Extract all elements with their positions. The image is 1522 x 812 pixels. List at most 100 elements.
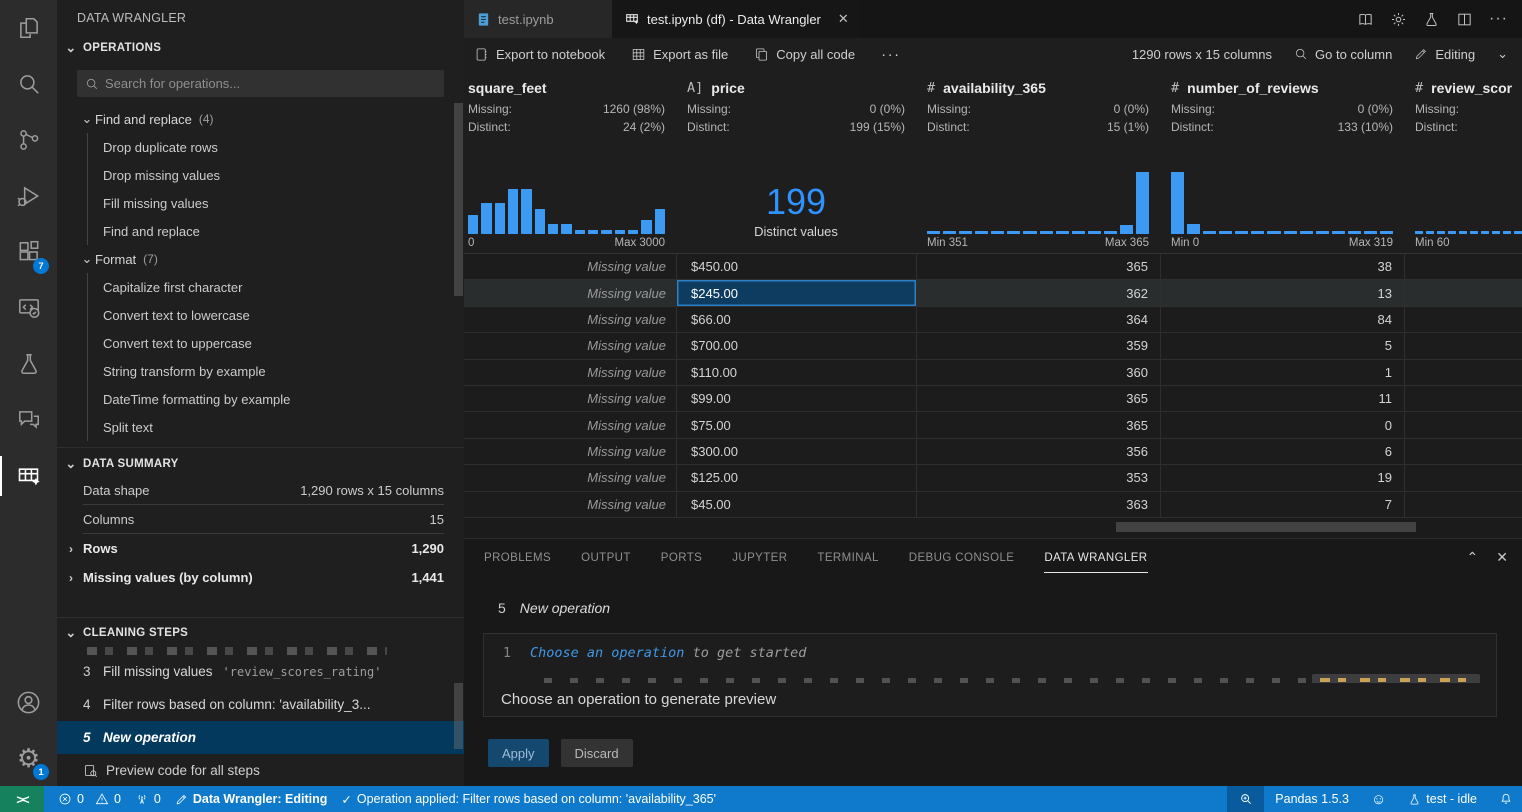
table-row[interactable]: Missing value$75.003650 [464,412,1522,438]
table-row[interactable]: Missing value$300.003566 [464,439,1522,465]
column-header-price[interactable]: A]price Missing:0 (0%) Distinct:199 (15%… [677,70,917,253]
apply-button[interactable]: Apply [488,739,549,767]
feedback-status[interactable]: ☺ [1360,786,1397,812]
histogram-availability: Min 351Max 365 [927,172,1149,253]
tree-item[interactable]: Convert text to uppercase [88,329,464,357]
column-header-availability-365[interactable]: #availability_365 Missing:0 (0%) Distinc… [917,70,1161,253]
maximize-panel-icon[interactable]: ⌃ [1467,549,1479,566]
tree-item[interactable]: Capitalize first character [88,273,464,301]
summary-row-missing[interactable]: ›Missing values (by column) 1,441 [63,563,444,592]
tab-jupyter[interactable]: JUPYTER [732,542,787,572]
cleaning-steps-section: ⌄ CLEANING STEPS 3 Fill missing values '… [57,617,464,786]
chevron-down-icon[interactable]: ⌄ [1497,46,1508,62]
tree-item[interactable]: Convert text to lowercase [88,301,464,329]
tab-data-wrangler-panel[interactable]: DATA WRANGLER [1044,542,1147,573]
more-actions-icon[interactable]: ··· [1489,10,1508,28]
tree-item[interactable]: Drop duplicate rows [88,133,464,161]
table-row[interactable]: Missing value$125.0035319 [464,465,1522,491]
summary-row-columns: Columns 15 [83,505,444,534]
tree-group-find-replace[interactable]: ⌄ Find and replace (4) [57,105,464,133]
toolbar-more-icon[interactable]: ··· [881,46,901,63]
cleaning-step-4[interactable]: 4 Filter rows based on column: 'availabi… [57,688,464,721]
gear-icon[interactable] [1390,11,1407,28]
problems-status[interactable]: 0 0 [58,792,121,806]
go-to-column-button[interactable]: Go to column [1294,47,1392,62]
tab-ports[interactable]: PORTS [661,542,702,572]
remote-explorer-icon[interactable] [0,280,57,336]
cleaning-steps-header[interactable]: ⌄ CLEANING STEPS [57,621,464,645]
open-book-icon[interactable] [1357,11,1374,28]
settings-gear-icon[interactable]: ⚙ 1 [0,730,57,786]
tab-data-wrangler[interactable]: test.ipynb (df) - Data Wrangler ✕ [612,0,861,38]
tab-debug-console[interactable]: DEBUG CONSOLE [909,542,1015,572]
panel-step-title: 5 New operation [498,597,1522,619]
notifications-status[interactable] [1488,786,1522,812]
wrangler-mode-status[interactable]: Data Wrangler: Editing [175,792,328,806]
tree-item[interactable]: Drop missing values [88,161,464,189]
testing-icon[interactable] [0,336,57,392]
extensions-icon[interactable]: 7 [0,224,57,280]
tab-problems[interactable]: PROBLEMS [484,542,551,572]
table-icon [631,47,646,62]
table-row[interactable]: Missing value$700.003595 [464,333,1522,359]
text-type-icon: A] [687,80,703,96]
split-editor-icon[interactable] [1456,11,1473,28]
tree-item[interactable]: Split text [88,413,464,441]
table-row[interactable]: Missing value$110.003601 [464,360,1522,386]
tab-terminal[interactable]: TERMINAL [817,542,878,572]
tab-test-ipynb[interactable]: test.ipynb [464,0,612,38]
editing-mode-button[interactable]: Editing [1414,47,1475,62]
copy-all-code-button[interactable]: Copy all code [754,47,855,62]
operations-header[interactable]: ⌄ OPERATIONS [57,36,464,60]
explorer-icon[interactable] [0,0,57,56]
data-summary-header[interactable]: ⌄ DATA SUMMARY [57,452,464,476]
scrollbar-thumb[interactable] [1116,522,1416,532]
search-input[interactable] [105,76,436,91]
tree-item[interactable]: String transform by example [88,357,464,385]
data-wrangler-icon[interactable] [0,448,57,504]
summary-row-rows[interactable]: ›Rows 1,290 [63,534,444,563]
table-row[interactable]: Missing value$450.0036538 [464,254,1522,280]
zoom-status-button[interactable] [1227,786,1264,812]
export-notebook-icon [474,47,489,62]
tree-item[interactable]: DateTime formatting by example [88,385,464,413]
source-control-icon[interactable] [0,112,57,168]
table-row[interactable]: Missing value$99.0036511 [464,386,1522,412]
remote-indicator[interactable]: >< [0,786,44,812]
sidebar-scrollbar[interactable] [454,103,463,296]
cleaning-steps-scrollbar[interactable] [454,683,463,749]
panel-actions: ⌃ ✕ [1467,549,1508,566]
cleaning-step-3[interactable]: 3 Fill missing values 'review_scores_rat… [57,655,464,688]
search-icon [85,77,99,91]
close-tab-icon[interactable]: ✕ [838,11,849,27]
operation-applied-status[interactable]: ✓ Operation applied: Filter rows based o… [341,792,716,807]
operation-code-editor[interactable]: 1 Choose an operation to get started Cho… [483,633,1497,717]
column-header-review-scores[interactable]: #review_scor Missing: Distinct: Min 60 [1405,70,1522,253]
export-as-file-button[interactable]: Export as file [631,47,728,62]
discard-button[interactable]: Discard [561,739,633,767]
pandas-version-status[interactable]: Pandas 1.5.3 [1264,786,1360,812]
run-debug-icon[interactable] [0,168,57,224]
account-icon[interactable] [0,674,57,730]
tree-item[interactable]: Fill missing values [88,189,464,217]
tree-item[interactable]: Find and replace [88,217,464,245]
choose-operation-link[interactable]: Choose an operation [530,645,684,661]
beaker-icon[interactable] [1423,11,1440,28]
table-row[interactable]: Missing value$66.0036484 [464,307,1522,333]
column-header-square-feet[interactable]: square_feet Missing:1260 (98%) Distinct:… [464,70,677,253]
export-to-notebook-button[interactable]: Export to notebook [474,47,605,62]
tree-group-format[interactable]: ⌄ Format (7) [57,245,464,273]
preview-code-button[interactable]: Preview code for all steps [57,754,464,786]
operations-search[interactable] [77,70,444,97]
cleaning-step-5-selected[interactable]: 5 New operation [57,721,464,754]
ports-status[interactable]: 0 [135,792,161,806]
column-header-number-of-reviews[interactable]: #number_of_reviews Missing:0 (0%) Distin… [1161,70,1405,253]
close-panel-icon[interactable]: ✕ [1496,549,1508,566]
search-icon[interactable] [0,56,57,112]
table-row-highlighted[interactable]: Missing value$245.0036213 [464,280,1522,306]
comments-icon[interactable] [0,392,57,448]
tab-output[interactable]: OUTPUT [581,542,631,572]
kernel-status[interactable]: test - idle [1397,786,1488,812]
histogram-square-feet: 0Max 3000 [468,172,665,253]
table-row[interactable]: Missing value$45.003637 [464,492,1522,518]
